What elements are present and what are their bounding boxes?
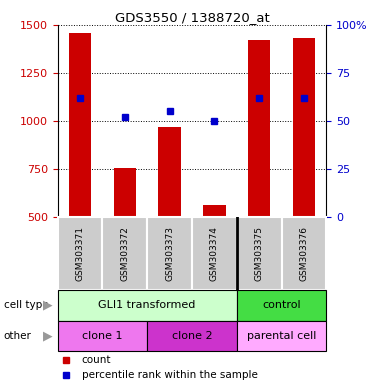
Text: GSM303371: GSM303371 [75,226,85,281]
Bar [203,205,226,217]
FancyBboxPatch shape [192,217,237,290]
FancyBboxPatch shape [237,217,282,290]
Bar [69,33,91,217]
FancyBboxPatch shape [58,290,237,321]
Text: GSM303374: GSM303374 [210,226,219,281]
FancyBboxPatch shape [147,321,237,351]
Text: GSM303376: GSM303376 [299,226,309,281]
FancyBboxPatch shape [147,217,192,290]
FancyBboxPatch shape [58,217,102,290]
Text: parental cell: parental cell [247,331,316,341]
Text: cell type: cell type [4,300,48,310]
Text: clone 2: clone 2 [172,331,212,341]
Text: ▶: ▶ [43,299,52,312]
Text: percentile rank within the sample: percentile rank within the sample [82,370,257,380]
Bar [293,38,315,217]
FancyBboxPatch shape [58,321,147,351]
FancyBboxPatch shape [237,290,326,321]
Bar [114,168,136,217]
FancyBboxPatch shape [102,217,147,290]
Text: GSM303375: GSM303375 [255,226,264,281]
FancyBboxPatch shape [282,217,326,290]
Text: GSM303372: GSM303372 [120,226,129,281]
Title: GDS3550 / 1388720_at: GDS3550 / 1388720_at [115,11,269,24]
Text: GLI1 transformed: GLI1 transformed [98,300,196,310]
Bar [158,127,181,217]
Bar [248,40,270,217]
Text: clone 1: clone 1 [82,331,122,341]
Text: GSM303373: GSM303373 [165,226,174,281]
Text: count: count [82,356,111,366]
Text: ▶: ▶ [43,329,52,343]
FancyBboxPatch shape [237,321,326,351]
Text: other: other [4,331,32,341]
Text: control: control [262,300,301,310]
